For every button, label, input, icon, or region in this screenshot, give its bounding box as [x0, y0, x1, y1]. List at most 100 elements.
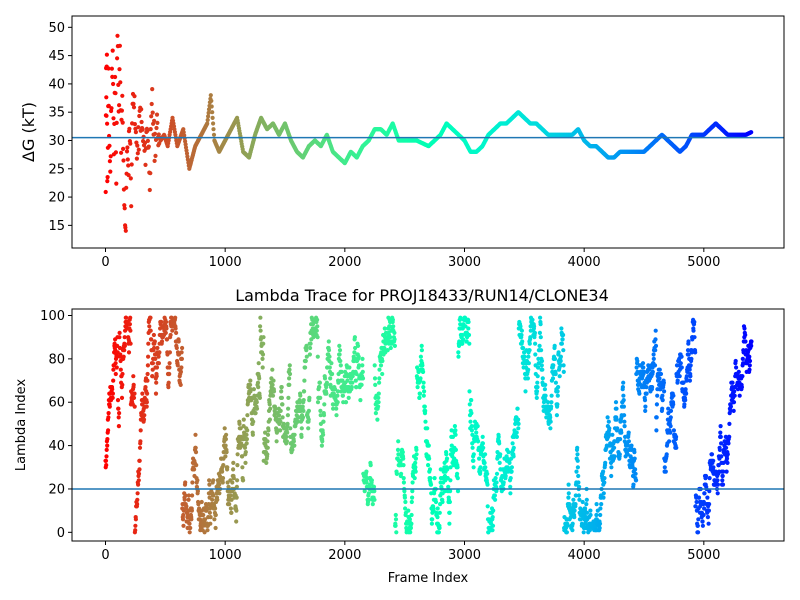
lambda-point — [634, 365, 639, 370]
lambda-point — [677, 374, 682, 379]
lambda-point — [437, 510, 442, 515]
lambda-point — [388, 345, 393, 351]
lambda-point — [362, 489, 367, 494]
lambda-point — [284, 439, 289, 444]
lambda-point — [707, 502, 712, 507]
lambda-point — [190, 480, 195, 485]
delta-g-point — [147, 187, 152, 193]
lambda-point — [137, 458, 142, 463]
lambda-point — [111, 367, 116, 372]
lambda-point — [466, 319, 471, 325]
lambda-point — [747, 358, 753, 364]
lambda-point — [207, 510, 212, 515]
lambda-point — [683, 398, 688, 403]
lambda-point — [280, 402, 285, 407]
lambda-point — [718, 424, 723, 429]
lambda-point — [461, 337, 466, 342]
lambda-point — [644, 385, 649, 390]
lambda-point — [534, 395, 539, 400]
lambda-point — [163, 330, 168, 335]
x-tick-label: 3000 — [448, 255, 481, 270]
lambda-point — [116, 415, 121, 420]
lambda-point — [455, 476, 460, 481]
delta-g-point — [123, 228, 128, 233]
lambda-point — [273, 406, 278, 411]
delta-g-point — [181, 130, 186, 135]
lambda-point — [299, 434, 304, 439]
lambda-point — [340, 393, 345, 398]
lambda-point — [110, 395, 115, 400]
delta-g-point — [206, 107, 212, 112]
lambda-point — [603, 460, 608, 465]
lambda-point — [194, 463, 199, 468]
lambda-point — [485, 482, 490, 487]
lambda-point — [368, 463, 373, 468]
lambda-point — [349, 385, 354, 390]
delta-g-point — [211, 121, 216, 126]
lambda-point — [626, 430, 631, 435]
lambda-point — [471, 452, 476, 457]
lambda-point — [689, 356, 694, 361]
lambda-point — [552, 343, 557, 348]
lambda-point — [653, 328, 658, 333]
lambda-point — [705, 495, 710, 500]
lambda-point — [106, 415, 111, 420]
delta-g-point — [118, 80, 123, 85]
lambda-point — [727, 421, 732, 426]
lambda-point — [138, 439, 143, 444]
lambda-point — [279, 389, 284, 394]
lambda-point — [195, 478, 200, 483]
lambda-point — [625, 452, 630, 457]
lambda-point — [527, 348, 532, 353]
lambda-point — [192, 467, 197, 472]
lambda-point — [113, 361, 118, 366]
lambda-point — [217, 491, 222, 496]
lambda-point — [356, 354, 361, 359]
lambda-point — [537, 343, 542, 348]
lambda-point — [141, 417, 147, 422]
lambda-point — [496, 434, 501, 439]
lambda-point — [587, 528, 593, 533]
lambda-point — [509, 469, 514, 474]
lambda-point — [472, 439, 477, 444]
lambda-point — [622, 413, 627, 418]
lambda-point — [619, 430, 624, 435]
y-tick-label: 40 — [48, 77, 65, 92]
lambda-point — [258, 315, 263, 320]
lambda-point — [364, 469, 369, 474]
lambda-point — [229, 510, 234, 515]
lambda-point — [423, 419, 428, 424]
lambda-point — [144, 404, 149, 409]
lambda-point — [701, 512, 706, 518]
lambda-point — [421, 385, 426, 390]
lambda-point — [110, 391, 115, 396]
lambda-point — [115, 398, 121, 403]
lambda-point — [231, 460, 236, 465]
lambda-point — [561, 369, 566, 374]
lambda-point — [443, 489, 448, 494]
lambda-point — [373, 411, 378, 416]
lambda-point — [146, 354, 151, 359]
lambda-point — [555, 402, 560, 407]
lambda-point — [396, 439, 401, 444]
lambda-point — [725, 452, 730, 457]
lambda-point — [226, 484, 231, 489]
lambda-point — [610, 432, 615, 437]
delta-g-point — [210, 110, 215, 115]
lambda-point — [644, 391, 649, 396]
lambda-point — [643, 408, 648, 413]
lambda-point — [515, 406, 520, 411]
lambda-point — [107, 404, 112, 409]
lambda-point — [335, 393, 340, 398]
lambda-point — [668, 424, 673, 429]
lambda-point — [148, 328, 153, 333]
lambda-point — [372, 497, 377, 502]
lambda-point — [347, 365, 352, 370]
lambda-point — [675, 378, 680, 383]
delta-g-point — [132, 122, 137, 127]
lambda-point — [235, 452, 240, 457]
lambda-point — [724, 456, 730, 461]
lambda-point — [558, 363, 563, 368]
lambda-point — [111, 378, 116, 383]
lambda-chart-title: Lambda Trace for PROJ18433/RUN14/CLONE34 — [235, 286, 609, 305]
